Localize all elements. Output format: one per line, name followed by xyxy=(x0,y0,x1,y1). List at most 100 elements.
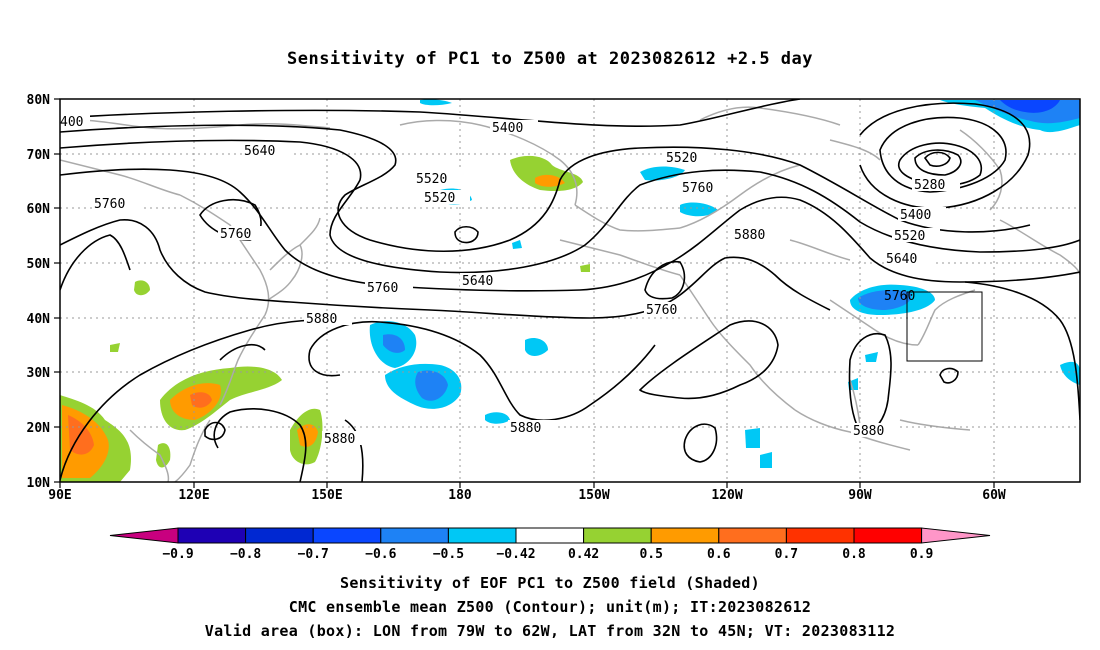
colorbar-label: 0.7 xyxy=(775,547,798,562)
colorbar: −0.9 −0.8 −0.7 −0.6 −0.5 −0.42 0.42 0.5 0.6 0.7 0.… xyxy=(109,527,991,562)
svg-text:5640: 5640 xyxy=(244,144,275,159)
lat-label: 60N xyxy=(27,202,51,217)
shade-pac-cyan4 xyxy=(525,338,548,356)
lat-label: 30N xyxy=(27,366,51,381)
contour-label: 5520 xyxy=(414,171,462,187)
colorbar-swatch xyxy=(177,527,247,544)
z500-contours xyxy=(60,99,1080,482)
colorbar-swatch xyxy=(515,527,585,544)
shade-small-green xyxy=(134,280,150,296)
svg-text:5880: 5880 xyxy=(510,421,541,436)
colorbar-label: −0.42 xyxy=(496,547,535,562)
shade-atl-cyan2 xyxy=(865,352,878,362)
contour-label: 5520 xyxy=(892,228,940,244)
lat-label: 80N xyxy=(27,93,51,108)
shade-green-blue2 xyxy=(1000,100,1060,113)
contour-label: 5640 xyxy=(242,143,290,159)
tick-marks xyxy=(54,98,995,488)
svg-text:400: 400 xyxy=(60,115,83,130)
map-frame xyxy=(59,98,1081,483)
shade-china-orange2 xyxy=(190,392,212,408)
svg-text:5880: 5880 xyxy=(853,424,884,439)
colorbar-swatch xyxy=(718,527,787,544)
colorbar-label: 0.9 xyxy=(910,547,933,562)
svg-text:5640: 5640 xyxy=(886,252,917,267)
lon-label: 60W xyxy=(982,488,1006,503)
contour-label: 5760 xyxy=(680,180,728,196)
shade-atl-blue xyxy=(858,290,912,310)
caption-line-1: Sensitivity of EOF PC1 to Z500 field (Sh… xyxy=(340,574,760,592)
contour-label: 5640 xyxy=(460,273,508,289)
contour-label: 5760 xyxy=(644,302,692,318)
svg-text:5520: 5520 xyxy=(416,172,447,187)
lon-label: 90W xyxy=(848,488,872,503)
contour-label: 5760 xyxy=(365,280,413,296)
coastlines xyxy=(60,106,1080,482)
shade-pac-blue1 xyxy=(383,334,405,353)
svg-text:5880: 5880 xyxy=(306,312,337,327)
lat-label: 70N xyxy=(27,148,51,163)
shade-canada-cyan2 xyxy=(680,202,718,217)
colorbar-label: −0.9 xyxy=(162,547,193,562)
lon-label: 120W xyxy=(711,488,742,503)
shade-small-cyan xyxy=(512,240,522,249)
contour-label: 5400 xyxy=(898,207,946,223)
lat-label: 20N xyxy=(27,421,51,436)
lon-label: 180 xyxy=(448,488,472,503)
svg-text:5880: 5880 xyxy=(324,432,355,447)
caption-line-2: CMC ensemble mean Z500 (Contour); unit(m… xyxy=(288,598,812,616)
contour-label: 5520 xyxy=(422,190,470,206)
svg-text:5760: 5760 xyxy=(94,197,125,212)
colorbar-label: 0.5 xyxy=(639,547,662,562)
svg-text:5880: 5880 xyxy=(734,228,765,243)
contour-label: 400 xyxy=(60,114,90,130)
svg-text:5400: 5400 xyxy=(900,208,931,223)
valid-area-box xyxy=(906,291,983,362)
shade-pac-cyan3 xyxy=(485,412,510,424)
svg-text:5280: 5280 xyxy=(914,178,945,193)
colorbar-label: −0.8 xyxy=(230,547,261,562)
colorbar-swatch xyxy=(380,527,449,544)
svg-text:5760: 5760 xyxy=(884,289,915,304)
colorbar-swatch xyxy=(853,527,923,544)
contour-label: 5280 xyxy=(912,177,960,193)
colorbar-swatch xyxy=(650,527,720,544)
shade-gulf-cyan xyxy=(745,428,760,448)
svg-text:5760: 5760 xyxy=(220,227,251,242)
svg-text:5760: 5760 xyxy=(682,181,713,196)
contour-label: 5640 xyxy=(884,251,932,267)
colorbar-label: 0.8 xyxy=(842,547,866,562)
shade-pac-blue2 xyxy=(415,370,448,401)
chart-title: Sensitivity of PC1 to Z500 at 2023082612… xyxy=(286,49,813,69)
contour-label: 5400 xyxy=(490,120,538,136)
colorbar-arrow-left xyxy=(109,527,179,544)
lon-label: 150E xyxy=(311,488,342,503)
colorbar-swatch xyxy=(245,527,314,544)
colorbar-arrow-right xyxy=(921,527,991,544)
contour-label: 5880 xyxy=(508,420,556,436)
svg-text:5520: 5520 xyxy=(666,151,697,166)
contour-label: 5760 xyxy=(218,226,266,242)
colorbar-label: −0.6 xyxy=(365,547,396,562)
lat-label: 50N xyxy=(27,257,51,272)
lon-label: 120E xyxy=(178,488,209,503)
shade-small-green2 xyxy=(110,343,120,352)
svg-text:5760: 5760 xyxy=(646,303,677,318)
colorbar-swatch xyxy=(583,527,652,544)
colorbar-swatch xyxy=(785,527,855,544)
lat-label: 40N xyxy=(27,312,51,327)
svg-text:5520: 5520 xyxy=(424,191,455,206)
colorbar-label: 0.6 xyxy=(707,547,731,562)
contour-label: 5880 xyxy=(851,423,899,439)
contour-label: 5520 xyxy=(664,150,712,166)
lat-labels: 80N 70N 60N 50N 40N 30N 20N 10N xyxy=(27,93,51,491)
svg-text:5400: 5400 xyxy=(492,121,523,136)
lon-label: 150W xyxy=(578,488,609,503)
shade-canada-cyan xyxy=(640,166,685,181)
shade-alaska-orange xyxy=(535,174,565,187)
shade-scs-green xyxy=(156,443,171,468)
svg-text:5640: 5640 xyxy=(462,274,493,289)
contour-label: 5760 xyxy=(92,196,140,212)
lat-label: 10N xyxy=(27,476,51,491)
